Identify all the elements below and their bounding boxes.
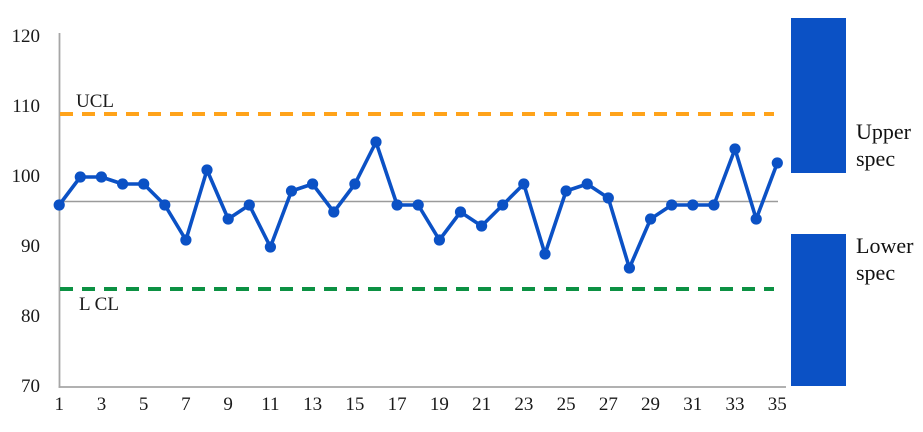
data-point xyxy=(201,164,213,176)
upper-spec-bar xyxy=(791,18,846,173)
data-point xyxy=(264,241,276,253)
data-point xyxy=(602,192,614,204)
x-tick-label: 21 xyxy=(472,394,492,415)
data-point xyxy=(497,199,509,211)
x-tick-label: 33 xyxy=(725,394,745,415)
data-point xyxy=(560,185,572,197)
x-tick-label: 5 xyxy=(138,394,149,415)
data-point xyxy=(729,143,741,155)
data-point xyxy=(433,234,445,246)
data-point xyxy=(328,206,340,218)
data-point xyxy=(623,262,636,274)
x-tick-label: 9 xyxy=(223,394,233,415)
data-point xyxy=(285,185,298,197)
data-point xyxy=(518,178,530,190)
data-point xyxy=(581,178,593,190)
data-point xyxy=(307,178,319,190)
data-point xyxy=(539,248,551,260)
x-tick-label: 23 xyxy=(514,394,534,415)
data-point xyxy=(95,171,107,183)
lower-spec-bar xyxy=(791,234,846,386)
data-point xyxy=(138,178,150,190)
x-tick-label: 15 xyxy=(345,394,365,415)
x-tick-label: 25 xyxy=(556,394,576,415)
data-point xyxy=(370,136,382,148)
lower-spec-line1: Lower xyxy=(856,233,914,258)
upper-spec-label: Upper spec xyxy=(856,118,911,172)
data-point xyxy=(349,178,361,190)
data-point xyxy=(53,199,65,211)
data-point xyxy=(180,234,192,246)
y-tick-label: 100 xyxy=(11,166,41,187)
y-tick-label: 80 xyxy=(21,306,40,327)
data-point xyxy=(666,199,678,211)
x-tick-label: 29 xyxy=(641,394,661,415)
x-tick-label: 13 xyxy=(303,394,323,415)
y-tick-label: 70 xyxy=(21,376,40,397)
data-point xyxy=(645,213,657,225)
data-point xyxy=(74,171,86,183)
x-tick-label: 7 xyxy=(181,394,191,415)
data-point xyxy=(391,199,403,211)
data-point xyxy=(159,199,171,211)
upper-spec-line1: Upper xyxy=(856,119,911,144)
data-point xyxy=(750,213,762,225)
x-tick-label: 31 xyxy=(683,394,703,415)
x-tick-label: 27 xyxy=(598,394,618,415)
x-tick-label: 35 xyxy=(767,394,787,415)
y-tick-label: 110 xyxy=(12,96,40,117)
x-tick-label: 3 xyxy=(96,394,107,415)
data-point xyxy=(687,199,699,211)
x-tick-label: 19 xyxy=(429,394,449,415)
data-point xyxy=(708,199,720,211)
data-point xyxy=(454,206,467,218)
lower-spec-label: Lower spec xyxy=(856,232,913,286)
x-tick-label: 17 xyxy=(387,394,407,415)
lower-spec-line2: spec xyxy=(856,260,896,285)
y-tick-label: 120 xyxy=(11,26,41,47)
y-tick-label: 90 xyxy=(21,236,40,257)
x-tick-label: 11 xyxy=(261,394,280,415)
data-point xyxy=(771,157,783,169)
data-point xyxy=(412,199,424,211)
ucl-label: UCL xyxy=(76,91,114,112)
data-point xyxy=(117,178,129,190)
upper-spec-line2: spec xyxy=(856,146,896,171)
lcl-label: L CL xyxy=(79,294,119,315)
data-point xyxy=(222,213,234,225)
x-tick-label: 1 xyxy=(54,394,64,415)
data-point xyxy=(476,220,488,232)
data-point xyxy=(243,199,255,211)
